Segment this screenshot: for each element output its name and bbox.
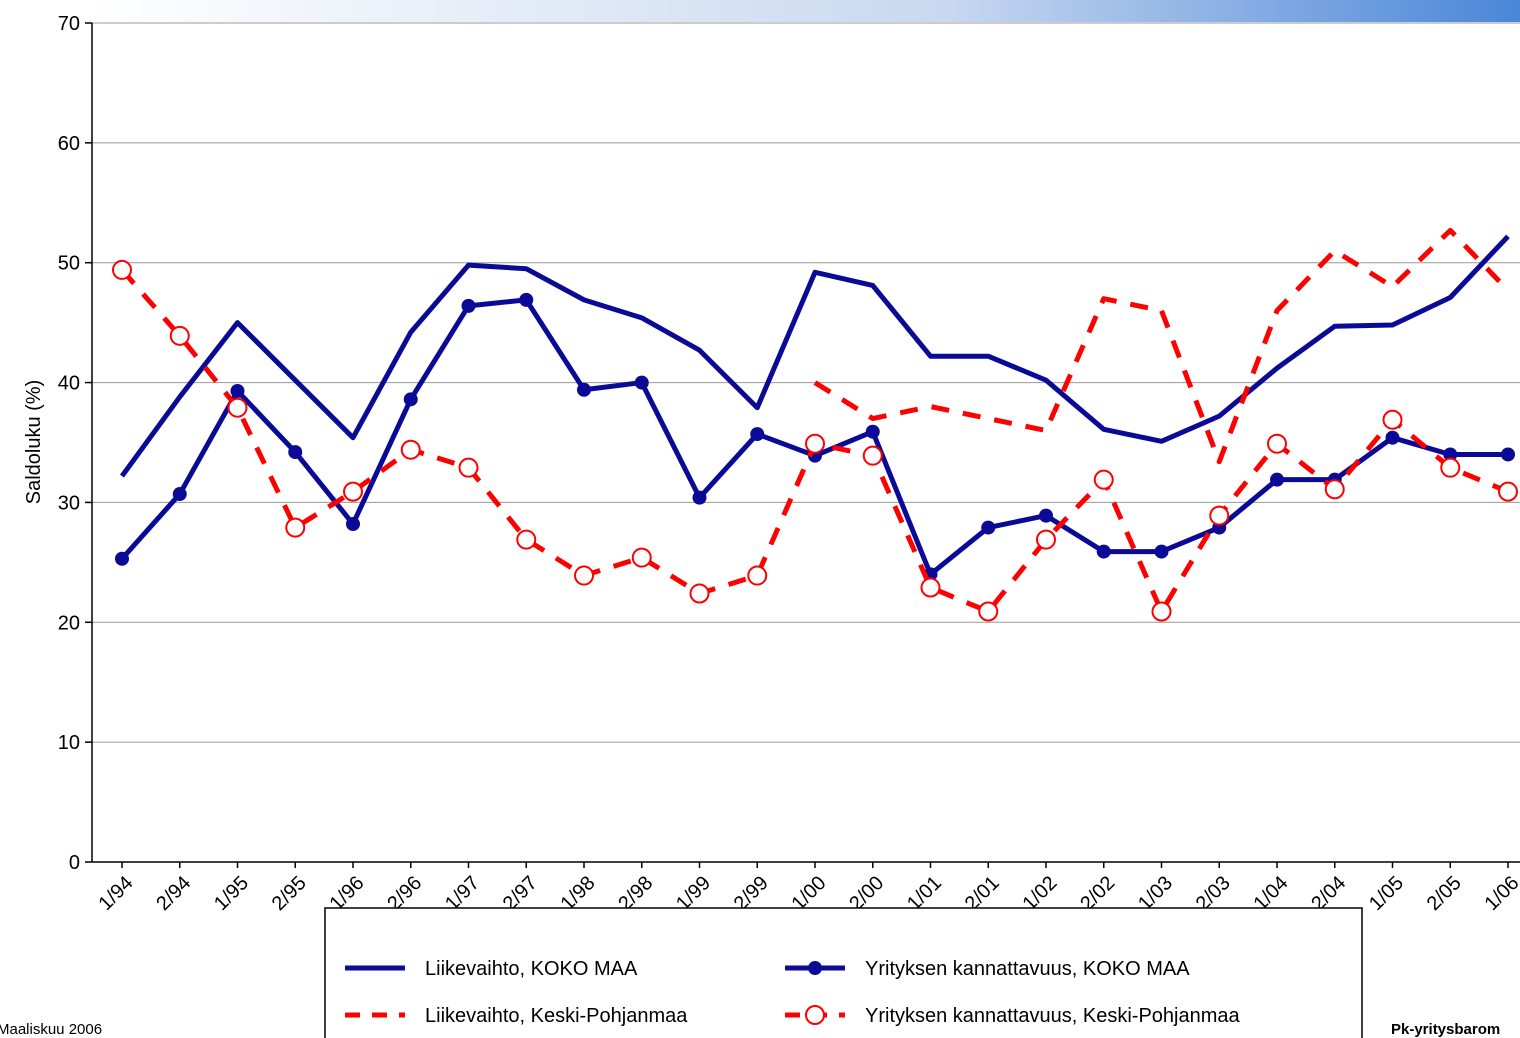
y-tick-label: 60	[58, 133, 80, 155]
point	[634, 375, 649, 390]
point	[112, 259, 132, 280]
y-tick-label: 20	[58, 612, 80, 634]
x-tick-label: 1/05	[1365, 872, 1408, 915]
point	[1093, 469, 1114, 490]
point	[981, 520, 996, 535]
y-tick-label: 30	[58, 492, 80, 514]
point	[458, 457, 479, 478]
legend-items: Liikevaihto, KOKO MAA Yrityksen kannattav…	[345, 958, 1241, 1027]
x-tick-label: 1/95	[210, 872, 253, 915]
point	[1501, 447, 1515, 462]
point	[115, 551, 129, 566]
x-tick-label: 2/05	[1423, 872, 1466, 915]
point	[343, 481, 363, 502]
x-tick-label: 1/94	[94, 872, 137, 915]
point	[461, 298, 476, 313]
point	[1154, 544, 1169, 559]
y-tick-label: 40	[58, 373, 80, 395]
legend-label: Liikevaihto, Keski-Pohjanmaa	[425, 1005, 688, 1027]
point	[516, 529, 537, 550]
point	[403, 392, 418, 407]
point	[1324, 479, 1345, 500]
point	[1209, 505, 1230, 526]
point	[1440, 457, 1461, 478]
x-tick-label: 1/06	[1480, 872, 1520, 915]
legend-label: Yrityksen kannattavuus, Keski-Pohjanmaa	[865, 1005, 1241, 1027]
point	[1443, 447, 1458, 462]
point	[1036, 529, 1056, 550]
header-band	[90, 0, 1520, 22]
y-tick-label: 50	[58, 253, 80, 275]
x-tick-label: 2/95	[268, 872, 311, 915]
point	[805, 433, 825, 454]
point	[577, 382, 591, 397]
point	[230, 383, 245, 398]
point	[227, 397, 248, 418]
footer-date: Maaliskuu 2006	[0, 1021, 102, 1038]
point	[747, 565, 768, 586]
y-tick-label: 70	[58, 13, 80, 35]
point	[1096, 544, 1111, 559]
point	[862, 445, 883, 466]
point	[346, 517, 360, 532]
legend-marker	[808, 961, 822, 975]
point	[1151, 601, 1172, 622]
point	[1267, 433, 1287, 454]
point	[978, 601, 999, 622]
point	[920, 577, 941, 598]
point	[285, 517, 306, 538]
series-line	[119, 234, 1510, 478]
point	[169, 325, 190, 346]
x-tick-label: 2/94	[152, 872, 195, 915]
point	[689, 583, 710, 604]
legend-label: Yrityksen kannattavuus, KOKO MAA	[865, 958, 1190, 980]
point	[692, 490, 707, 505]
legend-label: Liikevaihto, KOKO MAA	[425, 958, 638, 980]
footer-source: Pk-yritysbarom	[1391, 1021, 1500, 1038]
point	[631, 547, 652, 568]
point	[1270, 472, 1284, 487]
point	[1039, 508, 1053, 523]
point	[519, 292, 534, 307]
series-group	[112, 227, 1518, 622]
y-axis-label: Saldoluku (%)	[23, 380, 45, 505]
point	[865, 424, 880, 439]
point	[1498, 481, 1518, 502]
point	[574, 565, 594, 586]
point	[400, 439, 421, 460]
point	[1385, 430, 1400, 445]
point	[288, 445, 303, 460]
legend-marker	[805, 1005, 825, 1025]
y-tick-label: 10	[58, 732, 80, 754]
point	[172, 487, 187, 502]
y-tick-label: 0	[69, 852, 80, 874]
point	[750, 427, 765, 442]
point	[1382, 409, 1403, 430]
